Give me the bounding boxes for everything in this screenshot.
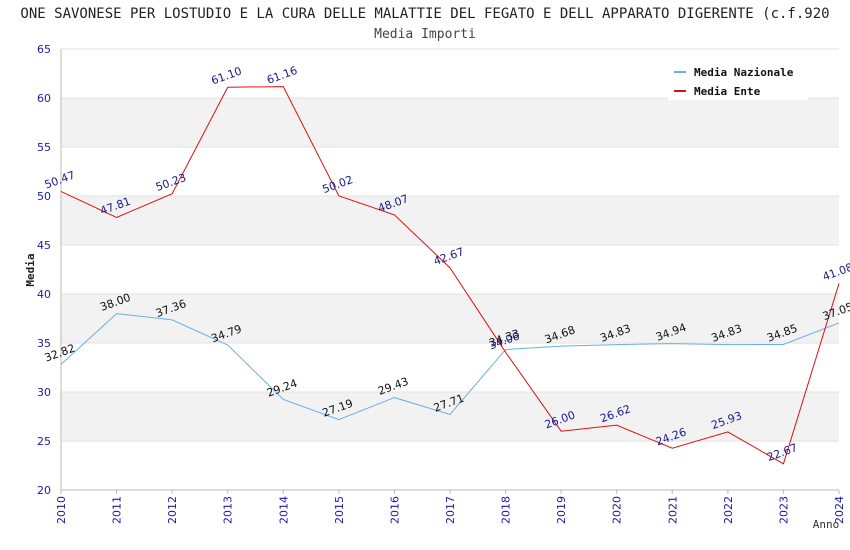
series-line — [60, 86, 840, 465]
grid-band — [61, 392, 839, 441]
series-lines — [60, 86, 840, 465]
x-tick-label: 2012 — [166, 496, 179, 524]
grid-band — [61, 343, 839, 392]
grid-bands — [61, 49, 839, 490]
grid-band — [61, 147, 839, 196]
y-tick-label: 60 — [37, 92, 51, 105]
x-tick-label: 2016 — [388, 496, 401, 524]
x-tick-label: 2024 — [833, 496, 846, 524]
x-tick-label: 2023 — [777, 496, 790, 524]
x-tick-labels: 2010 2011 2012 2013 2014 2015 2016 2017 2018 2019… — [55, 490, 846, 524]
x-tick-label: 2015 — [333, 496, 346, 524]
y-tick-label: 65 — [37, 43, 51, 56]
y-tick-label: 20 — [37, 484, 51, 497]
y-axis-title: Media — [24, 253, 37, 286]
x-tick-label: 2014 — [277, 496, 290, 524]
y-tick-label: 45 — [37, 239, 51, 252]
x-tick-label: 2022 — [722, 496, 735, 524]
y-tick-label: 25 — [37, 435, 51, 448]
grid-band — [61, 441, 839, 490]
y-tick-label: 30 — [37, 386, 51, 399]
x-tick-label: 2018 — [500, 496, 513, 524]
grid-band — [61, 294, 839, 343]
y-tick-label: 50 — [37, 190, 51, 203]
legend-box — [668, 56, 808, 100]
grid-band — [61, 196, 839, 245]
y-tick-labels: 20 25 30 35 40 45 50 55 60 65 — [37, 43, 51, 497]
x-axis-title: Anno — [813, 518, 840, 531]
x-tick-label: 2010 — [55, 496, 68, 524]
grid-band — [61, 245, 839, 294]
legend-label: Media Nazionale — [694, 66, 794, 79]
x-tick-label: 2021 — [666, 496, 679, 524]
y-tick-label: 55 — [37, 141, 51, 154]
chart-title: ONE SAVONESE PER LOSTUDIO E LA CURA DELL… — [20, 6, 830, 22]
x-tick-label: 2013 — [222, 496, 235, 524]
x-tick-label: 2011 — [111, 496, 124, 524]
x-tick-label: 2019 — [555, 496, 568, 524]
legend-label: Media Ente — [694, 85, 761, 98]
series-line — [60, 313, 840, 421]
grid-band — [61, 98, 839, 147]
x-tick-label: 2017 — [444, 496, 457, 524]
x-tick-label: 2020 — [611, 496, 624, 524]
y-tick-label: 35 — [37, 337, 51, 350]
legend: Media Nazionale Media Ente — [668, 56, 808, 100]
chart-subtitle: Media Importi — [374, 27, 476, 42]
y-tick-label: 40 — [37, 288, 51, 301]
